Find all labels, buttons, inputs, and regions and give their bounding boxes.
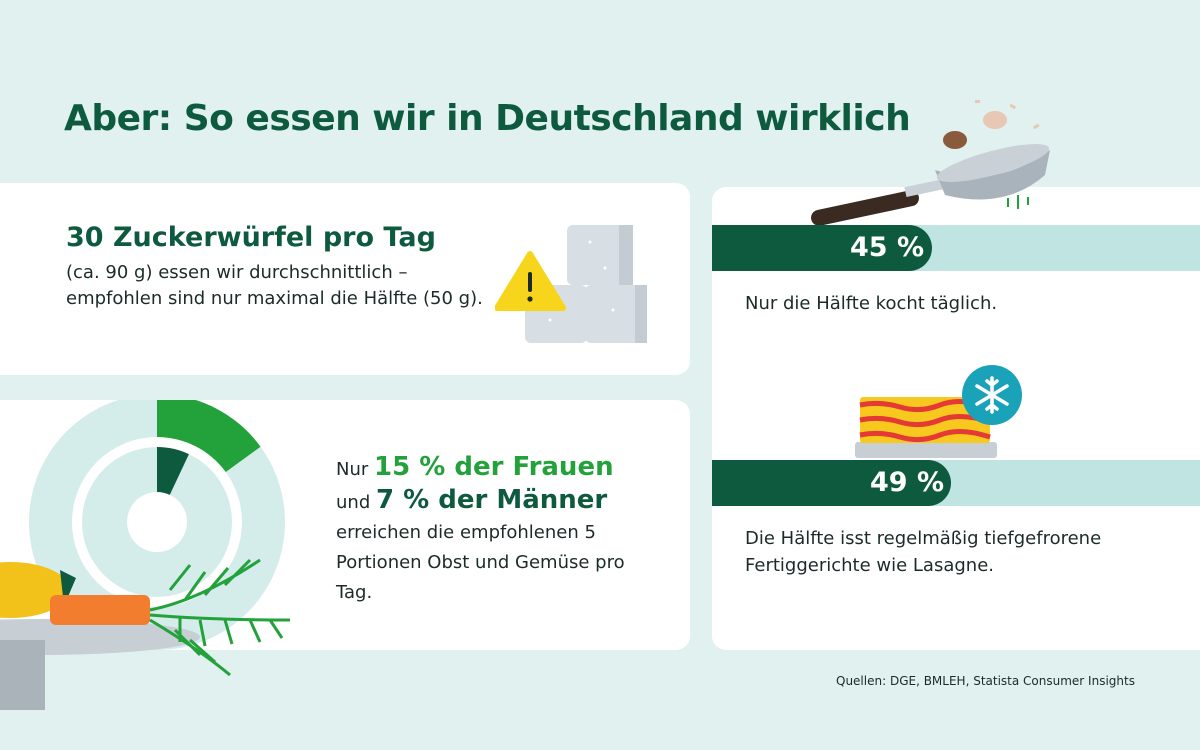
frozen-stat-text: Die Hälfte isst regelmäßig tiefgefrorene…	[745, 528, 1102, 576]
men-stat: 7 % der Männer	[375, 485, 608, 515]
frozen-stat-value: 49 %	[870, 467, 945, 498]
vegetables-text: Nur 15 % der Frauen und 7 % der Männer e…	[336, 452, 666, 608]
sugar-description: (ca. 90 g) essen wir durchschnittlich – …	[66, 262, 483, 309]
cooking-stat-value: 45 %	[850, 232, 925, 263]
pan-illustration	[811, 100, 1050, 226]
warning-icon	[495, 251, 566, 311]
sugar-headline: 30 Zuckerwürfel pro Tag	[66, 222, 436, 253]
women-stat: 15 % der Frauen	[374, 452, 614, 482]
page-title: Aber: So essen wir in Deutschland wirkli…	[64, 98, 911, 139]
snowflake-icon	[962, 365, 1022, 425]
sugar-cubes-illustration	[495, 225, 647, 343]
veg-connector: und	[336, 492, 371, 513]
frozen-stat-bar: 49 %	[712, 460, 1200, 506]
cooking-stat-text: Nur die Hälfte kocht täglich.	[745, 293, 998, 314]
veg-description: erreichen die empfohlenen 5 Portionen Ob…	[336, 522, 625, 603]
men-arc	[157, 447, 189, 495]
cooking-stat-bar: 45 %	[712, 225, 1200, 271]
donut-chart	[0, 400, 291, 710]
veg-prefix: Nur	[336, 459, 369, 480]
frozen-stat-fill	[712, 460, 952, 506]
source-note: Quellen: DGE, BMLEH, Statista Consumer I…	[836, 674, 1135, 688]
cooking-stat-fill	[712, 225, 932, 271]
lasagne-illustration	[855, 365, 1022, 458]
women-arc	[157, 400, 261, 473]
